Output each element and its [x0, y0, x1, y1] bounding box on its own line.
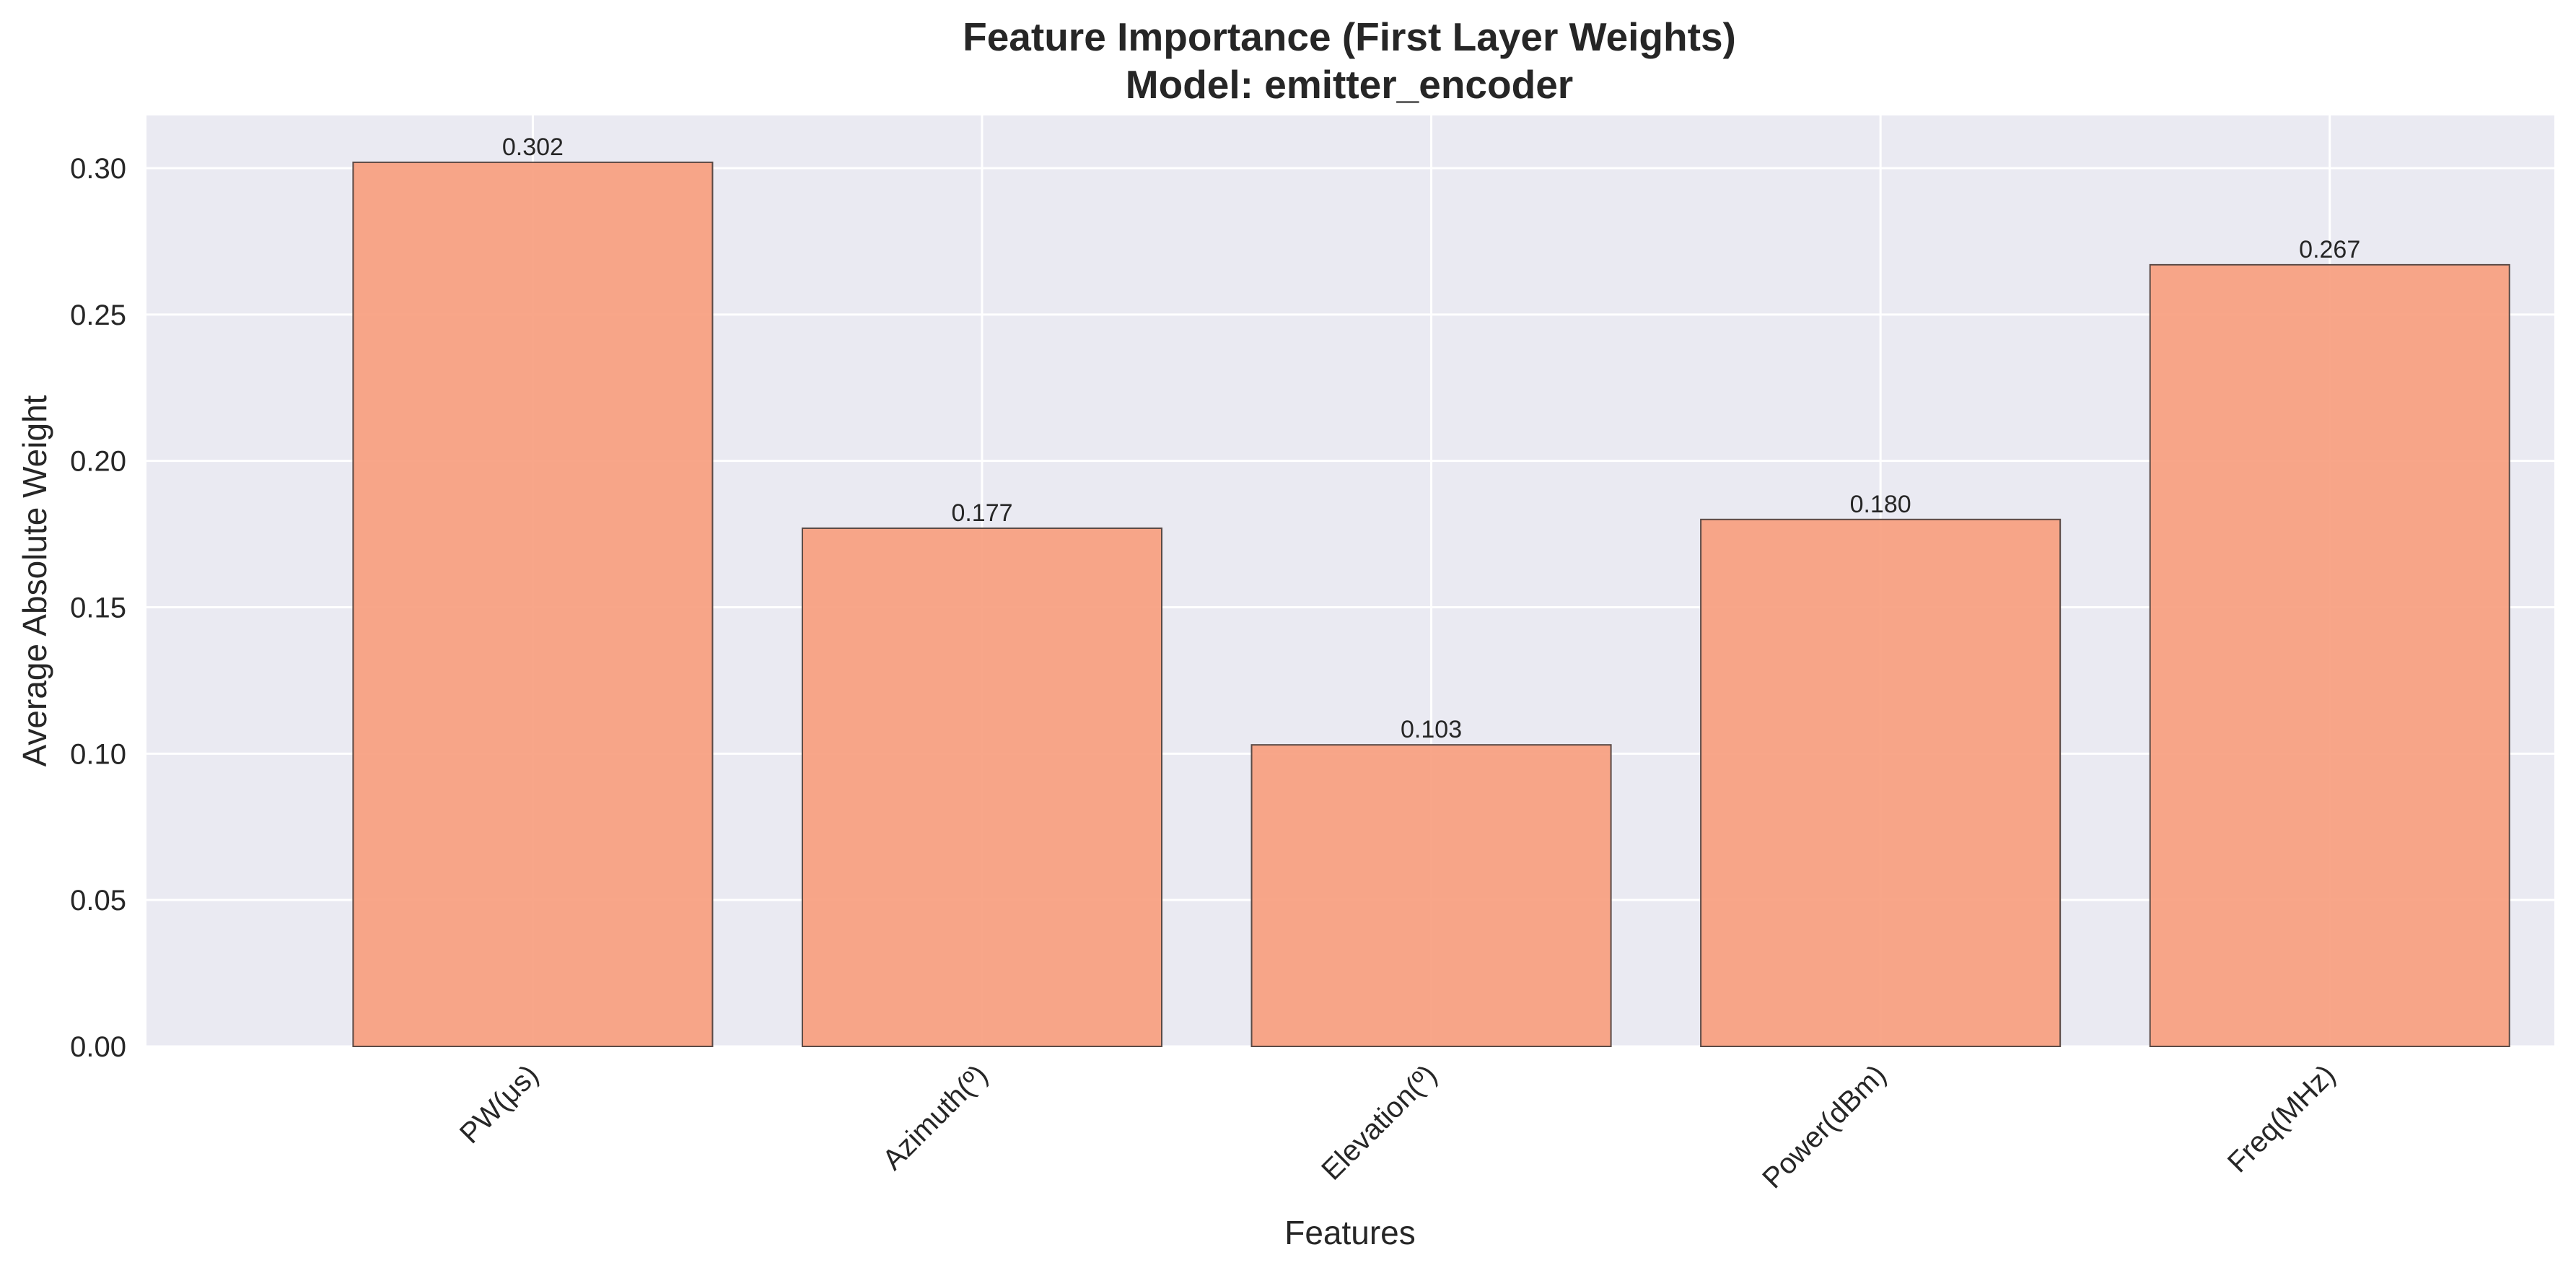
bar-value-label: 0.267 [2299, 236, 2360, 263]
bar [2149, 263, 2510, 1047]
y-tick-label: 0.05 [70, 885, 126, 917]
bar-value-label: 0.302 [502, 134, 564, 161]
y-tick-label: 0.25 [70, 299, 126, 331]
chart-title: Feature Importance (First Layer Weights) [963, 14, 1736, 59]
x-tick-label: Freq(MHz) [2222, 1059, 2341, 1178]
x-axis-label: Features [1284, 1214, 1416, 1251]
chart-subtitle: Model: emitter_encoder [1126, 62, 1573, 107]
x-tick-label: Power(dBm) [1756, 1059, 1892, 1194]
y-tick-label: 0.15 [70, 592, 126, 624]
y-tick-label: 0.20 [70, 446, 126, 478]
bar [1250, 744, 1612, 1047]
x-tick-label: PW(μs) [454, 1059, 545, 1150]
y-axis-ticks: 0.00 0.05 0.10 0.15 0.20 0.25 0.30 [70, 153, 126, 1063]
bar-value-label: 0.177 [951, 499, 1012, 527]
x-tick-label: Azimuth(º) [877, 1059, 994, 1176]
x-axis-ticks: PW(μs) Azimuth(º) Elevation(º) Power(dBm) Fr… [454, 1059, 2341, 1194]
bar-value-label: 0.103 [1401, 716, 1462, 743]
y-tick-label: 0.10 [70, 738, 126, 770]
y-axis-label: Average Absolute Weight [16, 395, 53, 766]
y-tick-label: 0.00 [70, 1031, 126, 1063]
bar [801, 527, 1163, 1047]
bar [1700, 518, 2062, 1047]
bars [352, 161, 2510, 1048]
bar-value-label: 0.180 [1850, 491, 1911, 518]
y-tick-label: 0.30 [70, 153, 126, 185]
x-tick-label: Elevation(º) [1315, 1059, 1443, 1186]
data-labels: 0.302 0.177 0.103 0.180 0.267 [502, 134, 2360, 743]
bar [352, 161, 714, 1048]
